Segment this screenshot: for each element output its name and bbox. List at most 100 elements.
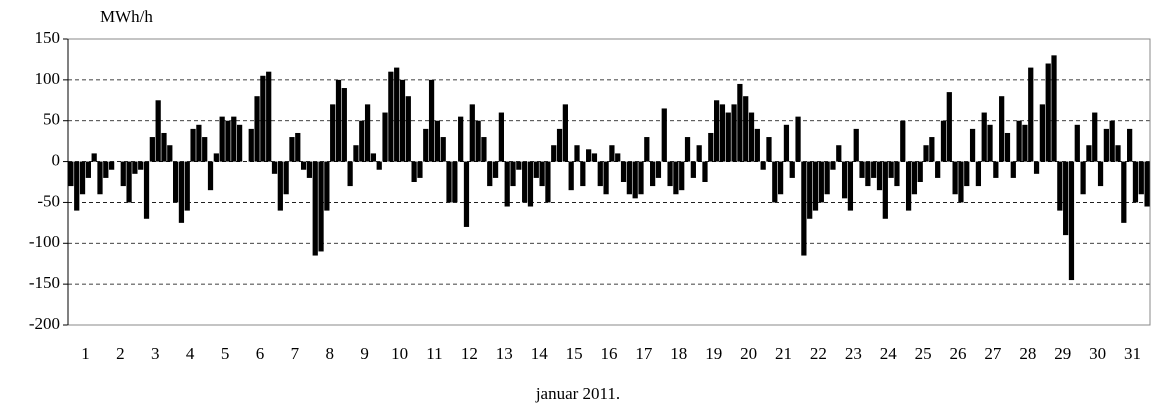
bar: [923, 145, 929, 162]
bar: [1086, 145, 1092, 162]
bar: [981, 112, 987, 162]
bar: [138, 161, 144, 170]
bar: [841, 161, 848, 199]
bar: [527, 161, 534, 207]
bar: [574, 145, 580, 162]
bar: [894, 161, 900, 187]
y-tick-label: -100: [29, 232, 60, 251]
x-tick-label: 30: [1089, 344, 1106, 363]
bar: [97, 161, 103, 195]
bar: [388, 71, 394, 162]
y-tick-label: 0: [52, 150, 61, 169]
bar: [126, 161, 132, 203]
bar: [1144, 161, 1150, 207]
bar: [417, 161, 423, 178]
x-tick-label: 23: [845, 344, 862, 363]
bar: [353, 145, 359, 162]
bar: [766, 137, 772, 162]
x-tick-label: 25: [915, 344, 932, 363]
bar: [993, 161, 999, 178]
bar: [236, 124, 243, 162]
bar: [173, 161, 179, 203]
bar: [940, 120, 947, 162]
bar: [836, 145, 842, 162]
bar: [876, 161, 883, 191]
bar: [370, 153, 377, 162]
x-tick-label: 29: [1054, 344, 1071, 363]
bar: [824, 161, 830, 195]
bar: [411, 161, 417, 182]
bar: [626, 161, 632, 195]
bar: [725, 112, 731, 162]
bar: [382, 112, 388, 162]
bar: [929, 137, 935, 162]
bar: [556, 128, 563, 162]
bar: [341, 88, 347, 162]
bar: [911, 161, 918, 195]
bar: [609, 145, 615, 162]
bar: [330, 104, 336, 162]
bar: [504, 161, 510, 207]
bar: [196, 124, 202, 162]
bar: [161, 132, 167, 162]
bar: [492, 161, 499, 178]
bar: [405, 96, 411, 162]
bar: [364, 104, 371, 162]
bar: [202, 137, 208, 162]
bar: [312, 161, 318, 256]
bar: [859, 161, 865, 178]
bar: [702, 161, 708, 182]
bar: [952, 161, 958, 195]
bar: [1115, 145, 1121, 162]
bar: [603, 161, 609, 195]
bar: [1109, 120, 1115, 162]
bar: [783, 124, 790, 162]
bar: [597, 161, 603, 187]
bar: [79, 161, 86, 195]
bar: [987, 124, 993, 162]
x-tick-label: 6: [256, 344, 265, 363]
bar: [335, 79, 342, 162]
x-tick-label: 22: [810, 344, 827, 363]
bar: [1097, 161, 1104, 187]
x-tick-label: 14: [531, 344, 549, 363]
bar: [452, 161, 458, 203]
bar: [1045, 63, 1051, 162]
bar: [1063, 161, 1069, 236]
bar: [795, 116, 801, 162]
y-tick-label: 50: [43, 110, 60, 129]
bar: [882, 161, 888, 219]
bar: [847, 161, 854, 211]
bar: [1033, 161, 1040, 174]
bar: [905, 161, 912, 211]
bar: [231, 116, 237, 162]
x-tick-label: 1: [81, 344, 90, 363]
bar: [1016, 120, 1022, 162]
plot-frame: [67, 38, 1151, 326]
x-tick-label: 2: [116, 344, 125, 363]
bar: [306, 161, 313, 178]
bar: [853, 128, 859, 162]
bar: [149, 137, 155, 162]
y-tick-label: 100: [35, 69, 61, 88]
bar: [522, 161, 528, 203]
bar: [190, 128, 196, 162]
bar: [684, 137, 691, 162]
bar: [545, 161, 551, 203]
bar: [1039, 104, 1045, 162]
bar: [463, 161, 470, 227]
bar: [248, 128, 254, 162]
bar: [178, 161, 185, 223]
bar: [85, 161, 91, 178]
bar: [1010, 161, 1016, 178]
bar: [580, 161, 586, 187]
bar: [591, 153, 598, 162]
bar: [283, 161, 289, 195]
bar: [708, 132, 714, 162]
bar: [1092, 112, 1098, 162]
x-tick-label: 20: [740, 344, 757, 363]
bar: [1004, 132, 1011, 162]
x-tick-label: 19: [705, 344, 722, 363]
bar: [964, 161, 970, 187]
bar: [1138, 161, 1144, 195]
